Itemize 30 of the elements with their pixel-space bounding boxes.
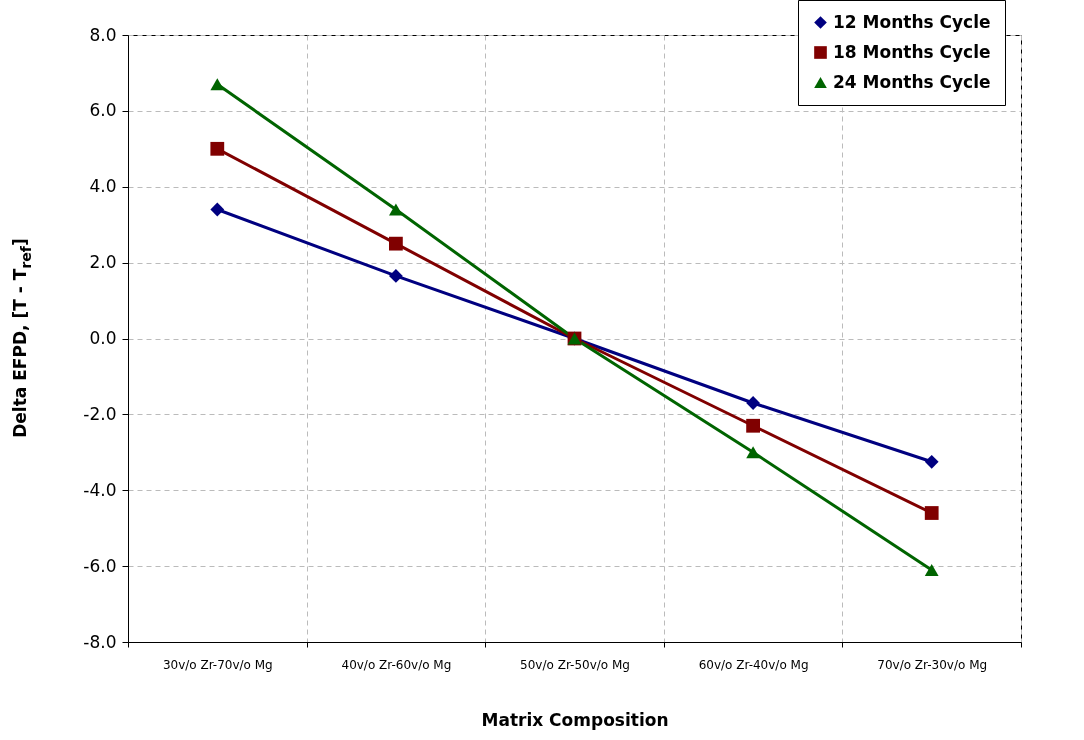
- y-tick-label: 8.0: [89, 24, 117, 45]
- legend-label: 24 Months Cycle: [833, 71, 991, 92]
- x-axis-title: Matrix Composition: [481, 709, 669, 730]
- x-tick-label: 50v/o Zr-50v/o Mg: [520, 657, 630, 672]
- y-tick-label: 0.0: [89, 328, 117, 348]
- y-tick-label: 2.0: [89, 252, 117, 273]
- point: [746, 396, 760, 410]
- point: [210, 202, 225, 217]
- y-tick-label: -4.0: [83, 479, 117, 500]
- y-tick-label: -8.0: [83, 631, 117, 652]
- point: [389, 269, 403, 283]
- y-tick-label: 4.0: [89, 176, 117, 197]
- x-tick-label: 30v/o Zr-70v/o Mg: [162, 657, 273, 672]
- point: [924, 563, 939, 576]
- point: [210, 141, 225, 156]
- x-tick-label: 70v/o Zr-30v/o Mg: [877, 657, 988, 672]
- point: [924, 506, 939, 520]
- point: [389, 203, 403, 216]
- y-tick-label: -6.0: [83, 555, 117, 576]
- x-tick-label: 60v/o Zr-40v/o Mg: [698, 657, 809, 672]
- legend-label: 12 Months Cycle: [833, 11, 991, 32]
- x-tick-label: 40v/o Zr-60v/o Mg: [341, 657, 452, 672]
- point: [389, 236, 403, 251]
- legend-label: 18 Months Cycle: [833, 41, 991, 62]
- point: [210, 78, 225, 91]
- point: [746, 446, 760, 459]
- y-tick-label: 6.0: [89, 100, 117, 121]
- y-tick-label: -2.0: [83, 403, 117, 424]
- point: [746, 418, 760, 433]
- point: [924, 454, 939, 469]
